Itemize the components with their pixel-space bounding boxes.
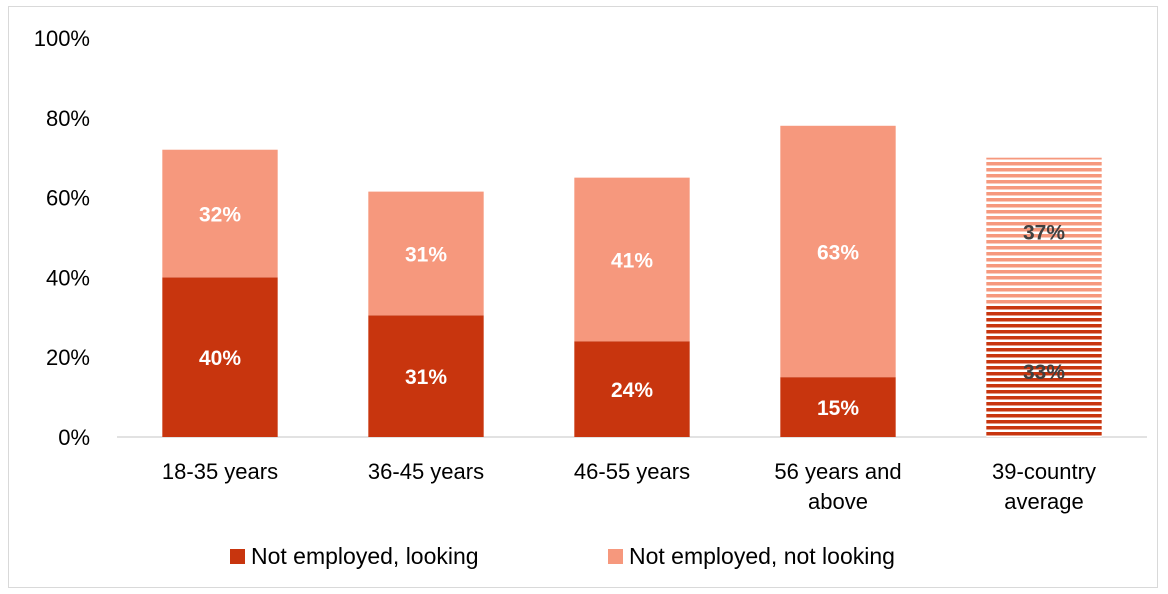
bar-segment bbox=[574, 177, 690, 342]
y-tick-label: 100% bbox=[34, 26, 90, 51]
legend-label: Not employed, not looking bbox=[629, 543, 895, 569]
data-label: 32% bbox=[199, 204, 241, 227]
category-label: average bbox=[1004, 489, 1084, 514]
category-label: 56 years and bbox=[774, 459, 901, 484]
bar-segment bbox=[162, 149, 278, 278]
category-label: 18-35 years bbox=[162, 459, 278, 484]
bar-segment bbox=[986, 305, 1102, 437]
category-label: 46-55 years bbox=[574, 459, 690, 484]
legend-label: Not employed, looking bbox=[251, 543, 479, 569]
bars: 40% 32% 31% 31% 24% 41% 15% 63% 33% 37% bbox=[162, 125, 1102, 437]
y-tick-label: 20% bbox=[46, 345, 90, 370]
bar-segment bbox=[574, 341, 690, 437]
data-label: 24% bbox=[611, 379, 653, 402]
y-tick-label: 80% bbox=[46, 106, 90, 131]
data-label: 33% bbox=[1023, 361, 1065, 384]
data-label: 41% bbox=[611, 249, 653, 272]
category-label: 39-country bbox=[992, 459, 1096, 484]
y-tick-label: 60% bbox=[46, 186, 90, 211]
data-label: 37% bbox=[1023, 222, 1065, 245]
y-tick-label: 40% bbox=[46, 265, 90, 290]
data-label: 40% bbox=[199, 347, 241, 370]
bar-segment bbox=[780, 125, 896, 378]
category-label: 36-45 years bbox=[368, 459, 484, 484]
category-label: above bbox=[808, 489, 868, 514]
bar-segment bbox=[986, 157, 1102, 306]
bar-segment bbox=[162, 277, 278, 437]
legend-swatch bbox=[608, 549, 623, 564]
data-label: 31% bbox=[405, 366, 447, 389]
y-axis-ticks: 0% 20% 40% 60% 80% 100% bbox=[34, 26, 90, 450]
bar-segment bbox=[780, 377, 896, 437]
bar-segment bbox=[368, 315, 484, 437]
data-label: 63% bbox=[817, 241, 859, 264]
legend: Not employed, looking Not employed, not l… bbox=[230, 543, 895, 569]
bar-segment bbox=[368, 191, 484, 316]
legend-swatch bbox=[230, 549, 245, 564]
data-label: 31% bbox=[405, 243, 447, 266]
category-labels: 18-35 years 36-45 years 46-55 years 56 year… bbox=[162, 459, 1096, 514]
data-label: 15% bbox=[817, 397, 859, 420]
y-tick-label: 0% bbox=[58, 425, 90, 450]
